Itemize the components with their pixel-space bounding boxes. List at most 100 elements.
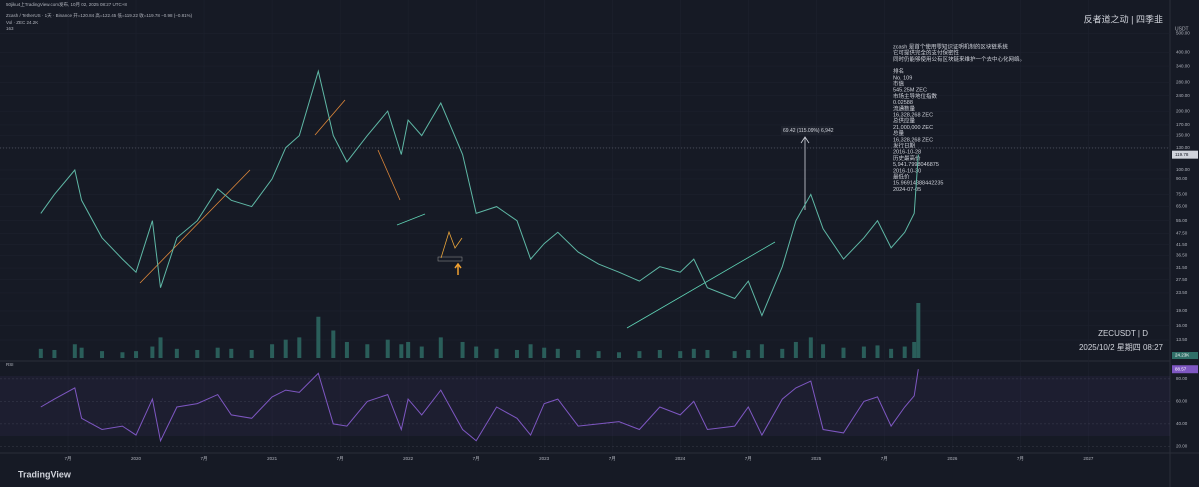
y-tick-label: 31.50 [1176, 265, 1188, 270]
rsi-tick-label: 80.00 [1176, 376, 1188, 381]
current-price-label: 119.78 [1175, 152, 1189, 157]
info-line: 5,941.7998046875 [893, 162, 939, 168]
info-line: 0.02588 [893, 100, 913, 106]
y-tick-label: 130.00 [1176, 145, 1190, 150]
volume-bar [72, 344, 77, 358]
trend-line [139, 169, 251, 284]
watermark: 50jiku4上TradingView.com发布, 10月 02, 2025 … [6, 1, 127, 8]
y-tick-label: 200.00 [1176, 108, 1190, 113]
price-line [40, 69, 919, 317]
volume-bar [617, 352, 622, 358]
volume-bar [344, 341, 349, 358]
grid [0, 0, 1170, 453]
info-line: 15.96914388442235 [893, 181, 943, 187]
volume-bar [902, 346, 907, 358]
pattern [440, 230, 463, 259]
trend-line [626, 241, 776, 329]
volume-bar [100, 351, 105, 358]
y-tick-label: 170.00 [1176, 122, 1190, 127]
volume-bar [215, 347, 220, 358]
volume-bar [494, 348, 499, 358]
volume-bar [195, 349, 200, 358]
volume-bar [821, 344, 826, 358]
info-line: 2024-07-05 [893, 187, 921, 193]
volume-bar [79, 347, 84, 358]
volume-bar [419, 346, 424, 358]
volume-line: Vol · ZEC 24.2K [6, 20, 38, 25]
volume-bar [331, 330, 336, 358]
volume-bar [438, 337, 443, 358]
volume-bar [912, 341, 917, 358]
volume-bar [460, 341, 465, 358]
volume-bar [657, 349, 662, 358]
x-tick-label: 7月 [881, 456, 888, 462]
info-line: 市值 [893, 79, 905, 87]
volume-bar [134, 351, 139, 358]
volume-bar [889, 348, 894, 358]
volume-bar [732, 351, 737, 358]
drawings [0, 99, 1170, 436]
y-tick-label: 41.50 [1176, 242, 1188, 247]
y-tick-label: 340.00 [1176, 63, 1190, 68]
x-tick-label: 7月 [609, 456, 616, 462]
volume-bar [365, 344, 370, 358]
rsi-line [40, 369, 919, 443]
volume-bar [555, 348, 560, 358]
volume-bar [705, 349, 710, 358]
rsi-tick-label: 40.00 [1176, 421, 1188, 426]
volume-bar [746, 349, 751, 358]
volume-bar [637, 351, 642, 358]
info-line: 总供应量 [893, 117, 916, 125]
y-tick-label: 13.50 [1176, 337, 1188, 342]
volume-bar [38, 348, 43, 358]
trend-line [396, 213, 426, 226]
volume-bar [528, 344, 533, 358]
top-right-label: 反者道之动 | 四季韭 [1084, 13, 1163, 24]
current-price-tag [1172, 150, 1198, 159]
volume-bar [542, 347, 547, 358]
rsi-current-label: 88.57 [1175, 366, 1187, 371]
x-tick-label: 7月 [473, 456, 480, 462]
info-line: 545.25M ZEC [893, 88, 927, 94]
info-line: 16,328,268 ZEC [893, 112, 933, 118]
info-block: zcash 是首个使用零知识证明机制的区块链系统它可提供完全的支付保密性同时仍能… [893, 42, 1025, 192]
info-line: No. 109 [893, 75, 912, 81]
volume-bar [793, 341, 798, 358]
x-tick-label: 2024 [675, 456, 686, 461]
info-line: 16,328,268 ZEC [893, 137, 933, 143]
x-tick-label: 7月 [201, 456, 208, 462]
volume-bar [270, 344, 275, 358]
info-line: 它可提供完全的支付保密性 [893, 49, 960, 57]
y-tick-label: 55.00 [1176, 218, 1188, 223]
volume-bar [759, 344, 764, 358]
x-tick-label: 7月 [1017, 456, 1024, 462]
volume-bar [158, 337, 163, 358]
x-tick-label: 2025 [811, 456, 822, 461]
volume-bar [514, 349, 519, 358]
volume-bar [406, 341, 411, 358]
info-line: 流通数量 [893, 104, 916, 112]
info-line: 排名 [893, 67, 904, 75]
volume-bar [249, 349, 254, 358]
y-tick-label: 90.00 [1176, 176, 1188, 181]
y-tick-label: 23.50 [1176, 290, 1188, 295]
y-tick-label: 280.00 [1176, 80, 1190, 85]
measure-arrow [800, 136, 810, 210]
y-tick-label: 240.00 [1176, 93, 1190, 98]
x-tick-label: 2027 [1083, 456, 1094, 461]
volume-bar [52, 349, 57, 358]
info-line: zcash 是首个使用零知识证明机制的区块链系统 [893, 42, 1008, 50]
y-tick-label: 36.50 [1176, 253, 1188, 258]
rsi-band [0, 376, 1170, 436]
volume-bar [474, 346, 479, 358]
y-tick-label: 65.00 [1176, 204, 1188, 209]
info-line: 21,000,000 ZEC [893, 125, 933, 131]
rsi-current-tag [1172, 365, 1198, 374]
volume-bar [174, 348, 179, 358]
marks: 500.00 400.00 340.00 280.00 240.00 200.00 170.… [38, 31, 1198, 462]
volume-bar [808, 337, 813, 358]
volume-tag [1172, 352, 1198, 359]
volume-bar [596, 351, 601, 358]
